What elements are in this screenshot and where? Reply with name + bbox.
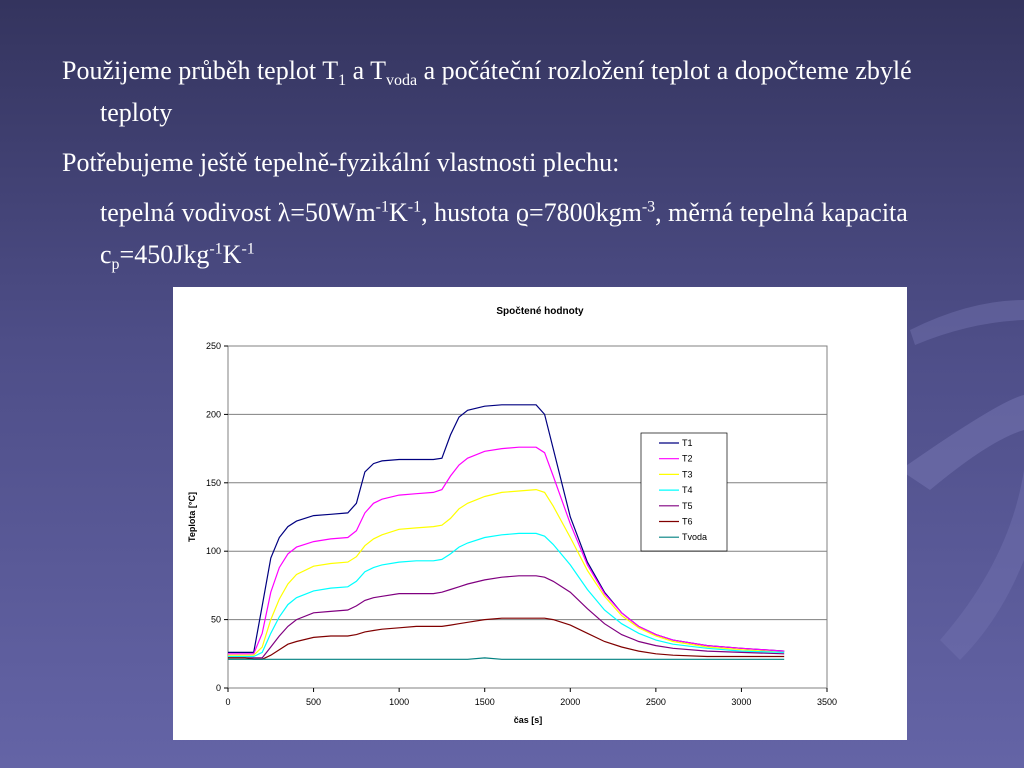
legend-box [640, 432, 728, 552]
legend-label: T1 [682, 438, 693, 448]
series-line [228, 532, 785, 658]
legend-label: T2 [682, 454, 693, 464]
y-tick-label: 50 [211, 615, 221, 625]
series-line [228, 488, 785, 656]
series-line [228, 657, 785, 660]
legend-label: T5 [682, 501, 693, 511]
x-tick-label: 1500 [475, 697, 495, 707]
legend-label: T4 [682, 485, 693, 495]
x-tick-label: 1000 [389, 697, 409, 707]
x-tick-label: 500 [306, 697, 321, 707]
y-tick-label: 100 [206, 546, 221, 556]
y-tick-label: 250 [206, 341, 221, 351]
x-tick-label: 3000 [731, 697, 751, 707]
x-tick-label: 3500 [817, 697, 837, 707]
legend-label: T3 [682, 469, 693, 479]
x-tick-label: 0 [225, 697, 230, 707]
legend-label: T6 [682, 517, 693, 527]
bullet: Potřebujeme ještě tepelně-fyzikální vlas… [62, 148, 620, 177]
series-line [228, 617, 785, 660]
y-tick-label: 150 [206, 478, 221, 488]
bullet: Použijeme průběh teplot T1 a Tvoda a poč… [62, 56, 912, 127]
sub-bullet: tepelná vodivost λ=50Wm-1K-1, hustota ϱ=… [100, 198, 908, 274]
series-line [228, 446, 785, 655]
x-axis-label: čas [s] [514, 715, 543, 725]
legend-label: Tvoda [682, 532, 707, 542]
series-line [228, 575, 785, 659]
x-tick-label: 2500 [646, 697, 666, 707]
y-axis-label: Teplota [°C] [187, 492, 197, 542]
y-tick-label: 0 [216, 683, 221, 693]
x-tick-label: 2000 [560, 697, 580, 707]
y-tick-label: 200 [206, 409, 221, 419]
chart-title: Spočtené hodnoty [496, 306, 584, 317]
